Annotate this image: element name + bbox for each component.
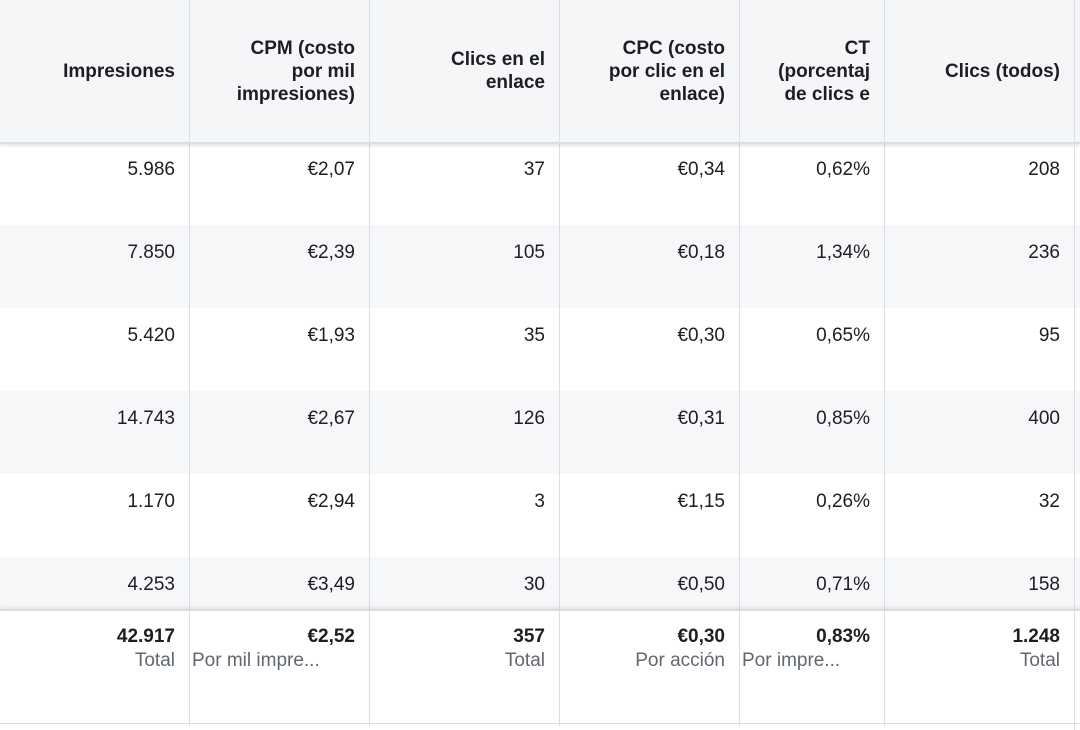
total-ctr: 0,83% Por impre... — [740, 611, 885, 726]
cell-clics_todos: 95 — [885, 308, 1075, 391]
total-clics_todos: 1.248 Total — [885, 611, 1075, 726]
table-row[interactable]: 14.743 €2,67 126 €0,31 0,85% 400 — [0, 391, 1080, 474]
column-header-label: CPC (costo por clic en el enlace) — [609, 37, 725, 106]
column-header-line: CPM (costo — [250, 37, 356, 59]
next-column-edge — [1074, 0, 1075, 730]
table-header: Impresiones CPM (costo por mil impresiones)… — [0, 0, 1080, 144]
column-header-line: enlace) — [659, 83, 725, 105]
cell-ctr: 0,26% — [740, 474, 885, 557]
column-header-line: CT — [844, 37, 870, 59]
cell-impresiones: 7.850 — [0, 225, 190, 308]
cell-ctr: 0,65% — [740, 308, 885, 391]
cell-cpm: €2,39 — [190, 225, 370, 308]
cell-cpm: €2,07 — [190, 142, 370, 225]
cell-ctr: 1,34% — [740, 225, 885, 308]
column-header-clics_todos[interactable]: Clics (todos) — [885, 0, 1075, 142]
table-row[interactable]: 5.420 €1,93 35 €0,30 0,65% 95 — [0, 308, 1080, 391]
table-bottom-border — [0, 723, 1080, 724]
cell-clics_enlace: 35 — [370, 308, 560, 391]
cell-impresiones: 5.986 — [0, 142, 190, 225]
total-label: Total — [134, 650, 175, 671]
table-row[interactable]: 1.170 €2,94 3 €1,15 0,26% 32 — [0, 474, 1080, 557]
column-header-label: Clics en el enlace — [451, 48, 545, 94]
column-header-cpc[interactable]: CPC (costo por clic en el enlace) — [560, 0, 740, 142]
column-header-ctr[interactable]: CT (porcentaj de clics e — [740, 0, 885, 142]
cell-clics_enlace: 105 — [370, 225, 560, 308]
total-label: Total — [1019, 650, 1060, 671]
cell-cpc: €0,30 — [560, 308, 740, 391]
table-row[interactable]: 7.850 €2,39 105 €0,18 1,34% 236 — [0, 225, 1080, 308]
cell-cpm: €2,67 — [190, 391, 370, 474]
column-header-line: CPC (costo — [622, 37, 725, 59]
cell-cpc: €0,34 — [560, 142, 740, 225]
cell-impresiones: 4.253 — [0, 557, 190, 640]
cell-clics_todos: 32 — [885, 474, 1075, 557]
totals-row: 42.917 Total €2,52 Por mil impre... 357 Total… — [0, 609, 1080, 730]
cell-cpm: €1,93 — [190, 308, 370, 391]
cell-impresiones: 14.743 — [0, 391, 190, 474]
cell-cpc: €1,15 — [560, 474, 740, 557]
column-header-line: de clics e — [784, 83, 870, 105]
total-cpc: €0,30 Por acción — [560, 611, 740, 726]
total-impresiones: 42.917 Total — [0, 611, 190, 726]
column-header-impresiones[interactable]: Impresiones — [0, 0, 190, 142]
total-cpm: €2,52 Por mil impre... — [190, 611, 370, 726]
column-header-label: Impresiones — [63, 60, 175, 83]
total-value: €2,52 — [307, 626, 355, 647]
column-header-cpm[interactable]: CPM (costo por mil impresiones) — [190, 0, 370, 142]
total-label: Total — [504, 650, 545, 671]
cell-clics_enlace: 30 — [370, 557, 560, 640]
total-label: Por acción — [635, 650, 725, 671]
table-row[interactable]: 5.986 €2,07 37 €0,34 0,62% 208 — [0, 142, 1080, 225]
total-label: Por impre... — [742, 650, 841, 671]
cell-clics_todos: 400 — [885, 391, 1075, 474]
column-header-line: por mil — [291, 60, 355, 82]
cell-clics_todos: 208 — [885, 142, 1075, 225]
column-header-label: CPM (costo por mil impresiones) — [237, 37, 355, 106]
cell-cpc: €0,18 — [560, 225, 740, 308]
cell-clics_todos: 236 — [885, 225, 1075, 308]
cell-cpc: €0,50 — [560, 557, 740, 640]
cell-impresiones: 1.170 — [0, 474, 190, 557]
cell-clics_enlace: 126 — [370, 391, 560, 474]
cell-ctr: 0,62% — [740, 142, 885, 225]
column-header-label: CT (porcentaj de clics e — [778, 37, 870, 106]
column-header-line: Clics (todos) — [944, 60, 1060, 82]
cell-clics_enlace: 37 — [370, 142, 560, 225]
total-clics_enlace: 357 Total — [370, 611, 560, 726]
column-header-line: Impresiones — [63, 60, 175, 82]
total-value: €0,30 — [677, 626, 725, 647]
cell-cpm: €3,49 — [190, 557, 370, 640]
cell-cpc: €0,31 — [560, 391, 740, 474]
column-header-line: impresiones) — [236, 83, 355, 105]
total-value: 357 — [513, 626, 545, 647]
cell-cpm: €2,94 — [190, 474, 370, 557]
column-header-line: (porcentaj — [778, 60, 870, 82]
column-header-line: Clics en el — [451, 49, 545, 70]
column-header-line: enlace — [485, 72, 545, 93]
cell-ctr: 0,85% — [740, 391, 885, 474]
total-value: 1.248 — [1012, 626, 1060, 647]
total-value: 42.917 — [116, 626, 175, 647]
column-header-clics_enlace[interactable]: Clics en el enlace — [370, 0, 560, 142]
cell-ctr: 0,71% — [740, 557, 885, 640]
total-label: Por mil impre... — [192, 650, 320, 671]
cell-impresiones: 5.420 — [0, 308, 190, 391]
column-header-label: Clics (todos) — [945, 60, 1060, 83]
total-value: 0,83% — [816, 626, 870, 647]
cell-clics_enlace: 3 — [370, 474, 560, 557]
column-header-line: por clic en el — [608, 60, 725, 82]
